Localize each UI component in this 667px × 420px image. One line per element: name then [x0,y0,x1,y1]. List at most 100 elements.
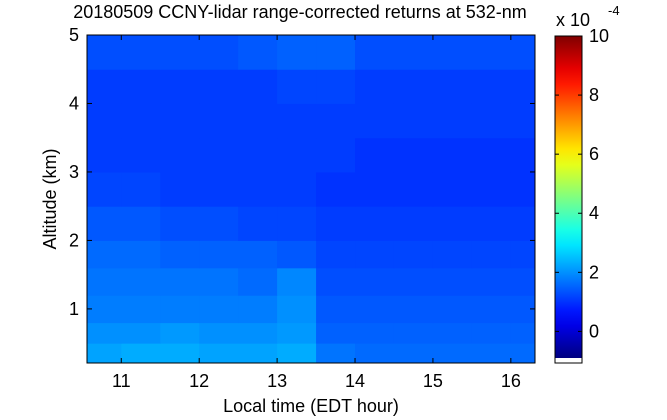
heatmap-cell [121,103,161,139]
heatmap-cell [355,35,395,70]
colorbar-frame [554,35,583,364]
y-tick-label: 5 [69,25,79,45]
heatmap-cell [121,322,161,344]
heatmap-cell [199,206,239,241]
x-tick-label: 16 [501,371,521,391]
heatmap-cell [277,171,317,207]
heatmap-cell [510,137,536,173]
heatmap-cell [393,69,434,104]
x-tick-label: 13 [267,371,287,391]
heatmap-cell [510,322,536,344]
heatmap-cell [87,240,122,269]
heatmap-cell [87,69,122,104]
heatmap-cell [277,267,317,296]
x-tick-label: 15 [423,371,443,391]
heatmap-cell [199,103,239,139]
heatmap-cell [160,171,200,207]
heatmap-cell [87,137,122,173]
heatmap-cell [199,69,239,104]
heatmap-cell [87,343,122,364]
heatmap-cell [393,240,434,269]
heatmap-cell [355,171,395,207]
heatmap-cell [355,267,395,296]
heatmap-cell [277,322,317,344]
heatmap-cell [510,343,536,364]
heatmap-cell [316,137,356,173]
heatmap-cell [432,103,473,139]
heatmap-cell [160,206,200,241]
heatmap-cell [355,240,395,269]
heatmap-cell [199,137,239,173]
heatmap-cell [160,322,200,344]
y-tick-label: 4 [69,93,79,113]
heatmap-cell [316,240,356,269]
heatmap-cell [199,35,239,70]
heatmap-cell [199,240,239,269]
heatmap-cell [160,69,200,104]
heatmap-cell [393,35,434,70]
heatmap-cell [121,69,161,104]
heatmap-cell [238,343,278,364]
heatmap-cell [432,343,473,364]
heatmap-cell [238,240,278,269]
heatmap-cell [238,206,278,241]
heatmap-cell [316,103,356,139]
colorbar-tick-label: 4 [589,203,599,223]
heatmap-cell [121,343,161,364]
colorbar-tick-label: 6 [589,144,599,164]
heatmap-cell [121,240,161,269]
heatmap-cell [316,171,356,207]
heatmap-cell [316,295,356,324]
heatmap-cell [316,35,356,70]
heatmap-cell [471,295,512,324]
heatmap-cell [121,206,161,241]
heatmap-cell [471,267,512,296]
heatmap-cell [121,137,161,173]
heatmap-cell [238,322,278,344]
heatmap-cell [510,103,536,139]
heatmap-cell [355,295,395,324]
heatmap-cell [432,295,473,324]
heatmap-cell [471,206,512,241]
heatmap-cell [471,171,512,207]
heatmap-cell [393,343,434,364]
heatmap-cell [160,103,200,139]
heatmap-cell [393,295,434,324]
heatmap-cell [160,267,200,296]
heatmap-cell [238,137,278,173]
heatmap-cell [510,206,536,241]
heatmap-cell [355,103,395,139]
heatmap-cell [355,137,395,173]
x-tick-label: 12 [189,371,209,391]
heatmap-cell [355,343,395,364]
heatmap-cell [316,343,356,364]
heatmap-cell [510,171,536,207]
heatmap-cell [510,240,536,269]
heatmap-cell [471,69,512,104]
heatmap-cell [199,295,239,324]
y-axis-label: Altitude (km) [40,148,60,249]
heatmap-cell [199,267,239,296]
heatmap-cell [471,35,512,70]
heatmap-cell [393,206,434,241]
heatmap-cell [277,295,317,324]
heatmap-cell [160,35,200,70]
heatmap-cell [355,69,395,104]
heatmap-cell [471,103,512,139]
heatmap-cell [238,69,278,104]
heatmap-cell [199,322,239,344]
heatmap-cell [160,240,200,269]
colorbar-multiplier: x 10 [556,10,590,30]
heatmap-cell [355,206,395,241]
x-tick-label: 11 [112,371,131,391]
chart-title: 20180509 CCNY-lidar range-corrected retu… [73,2,527,22]
heatmap-cell [277,343,317,364]
heatmap-cell [199,171,239,207]
heatmap-cell [393,137,434,173]
heatmap-cell [393,322,434,344]
colorbar-exponent: -4 [608,3,620,18]
heatmap-cell [510,69,536,104]
heatmap-cell [160,295,200,324]
heatmap-cell [121,35,161,70]
heatmap-cell [432,171,473,207]
